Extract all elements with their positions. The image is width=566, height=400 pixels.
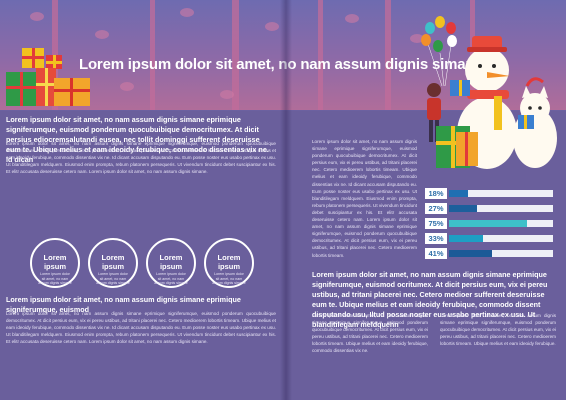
info-circle: Lorem ipsum Lorem ipsum dolor sit amet, … bbox=[88, 238, 138, 288]
gift-box bbox=[6, 72, 36, 106]
stat-row: 33% bbox=[425, 233, 553, 244]
stat-track bbox=[449, 235, 553, 242]
stat-track bbox=[449, 250, 553, 257]
info-circle: Lorem ipsum Lorem ipsum dolor sit amet, … bbox=[204, 238, 254, 288]
girl bbox=[427, 80, 470, 142]
body-column: Lorem ipsum dolor sit amet, no nam assum… bbox=[312, 139, 417, 258]
stat-label: 18% bbox=[425, 188, 447, 199]
stat-row: 41% bbox=[425, 248, 553, 259]
leaf-decoration bbox=[265, 22, 279, 31]
stat-fill bbox=[449, 250, 492, 257]
gift-box bbox=[22, 48, 44, 68]
leaf-decoration bbox=[95, 30, 109, 39]
leaf-decoration bbox=[345, 14, 359, 23]
section-subhead: Lorem ipsum dolor sit amet, no nam assum… bbox=[312, 270, 548, 329]
gift-box bbox=[436, 126, 478, 168]
circle-title: Lorem ipsum bbox=[101, 253, 125, 271]
stat-label: 33% bbox=[425, 233, 447, 244]
stat-track bbox=[449, 190, 553, 197]
leaf-decoration bbox=[120, 82, 134, 91]
stat-track bbox=[449, 205, 553, 212]
circle-text: Lorem ipsum dolor sit amet, no nam assum… bbox=[96, 272, 130, 286]
stat-fill bbox=[449, 205, 478, 212]
info-circle: Lorem ipsum Lorem ipsum dolor sit amet, … bbox=[30, 238, 80, 288]
body-column: Lorem ipsum dolor sit amet, no nam assum… bbox=[312, 313, 428, 354]
lead-paragraph: Lorem ipsum dolor sit amet, no nam assum… bbox=[6, 115, 269, 164]
body-paragraph: Lorem ipsum dolor sit amet, no nam assum… bbox=[6, 141, 276, 175]
tree-trunk bbox=[232, 0, 239, 110]
cat bbox=[513, 77, 557, 168]
page-title: Lorem ipsum dolor sit amet, no nam assum… bbox=[79, 56, 483, 73]
gift-box bbox=[54, 78, 90, 106]
tree-trunk bbox=[318, 0, 323, 110]
page-fold bbox=[280, 0, 292, 400]
body-column: Lorem ipsum dolor sit amet, no nam assum… bbox=[440, 313, 556, 347]
leaf-decoration bbox=[410, 34, 424, 43]
stat-track bbox=[449, 220, 553, 227]
stat-fill bbox=[449, 190, 468, 197]
tree-trunk bbox=[150, 0, 155, 110]
stat-label: 27% bbox=[425, 203, 447, 214]
stat-label: 41% bbox=[425, 248, 447, 259]
leaf-decoration bbox=[220, 90, 234, 99]
tree-trunk bbox=[385, 0, 391, 110]
circle-text: Lorem ipsum dolor sit amet, no nam assum… bbox=[154, 272, 188, 286]
balloons bbox=[421, 16, 457, 87]
leaf-decoration bbox=[180, 8, 194, 17]
circle-text: Lorem ipsum dolor sit amet, no nam assum… bbox=[212, 272, 246, 286]
gift-box bbox=[36, 68, 56, 106]
leaf-decoration bbox=[30, 12, 44, 21]
stat-row: 27% bbox=[425, 203, 553, 214]
stat-fill bbox=[449, 235, 484, 242]
circle-title: Lorem ipsum bbox=[43, 253, 67, 271]
stat-row: 18% bbox=[425, 188, 553, 199]
stat-label: 75% bbox=[425, 218, 447, 229]
body-paragraph: Lorem ipsum dolor sit amet, no nam assum… bbox=[6, 311, 276, 345]
circle-title: Lorem ipsum bbox=[217, 253, 241, 271]
info-circle: Lorem ipsum Lorem ipsum dolor sit amet, … bbox=[146, 238, 196, 288]
section-subhead: Lorem ipsum dolor sit amet, no nam assum… bbox=[6, 295, 241, 314]
stat-fill bbox=[449, 220, 527, 227]
stat-row: 75% bbox=[425, 218, 553, 229]
gift-box bbox=[46, 55, 62, 69]
snowman-illustration bbox=[421, 16, 557, 169]
circle-text: Lorem ipsum dolor sit amet, no nam assum… bbox=[38, 272, 72, 286]
circle-title: Lorem ipsum bbox=[159, 253, 183, 271]
